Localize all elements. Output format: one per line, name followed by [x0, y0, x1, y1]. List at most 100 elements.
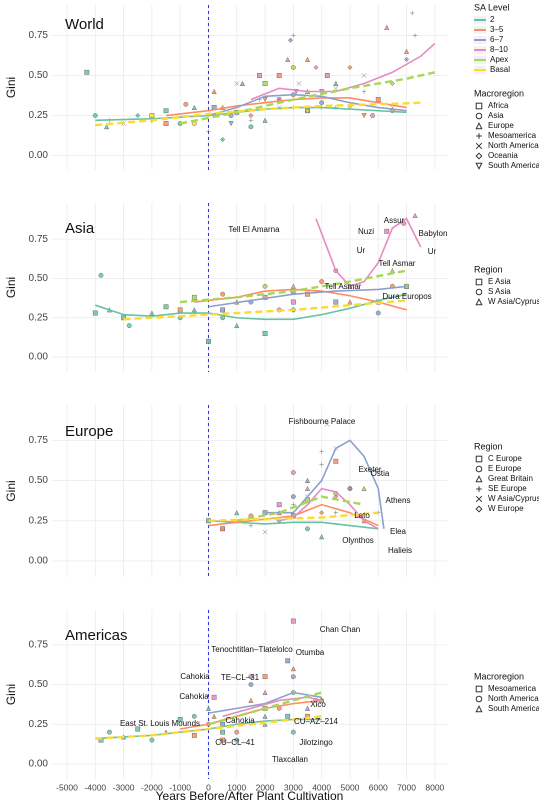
point: [206, 338, 211, 344]
legend-title: Macroregion: [474, 88, 524, 98]
annotation: Otumba: [296, 648, 325, 657]
point: [375, 310, 381, 316]
legend-label: W Asia/Cyprus: [488, 297, 539, 306]
point: [149, 310, 155, 316]
x-tick-label: 6000: [369, 782, 388, 792]
legend-key: [475, 505, 483, 513]
y-axis-label: Gini: [4, 77, 18, 98]
point: [412, 212, 418, 218]
y-tick-label: 0.00: [29, 352, 49, 363]
annotation: TE–CL–31: [221, 673, 260, 682]
legend-key: [475, 695, 483, 703]
legend-label: Mesoamerica: [488, 131, 537, 140]
annotation: Jilotzingo: [299, 738, 333, 747]
trend-line: [95, 293, 407, 321]
point: [290, 494, 296, 500]
legend-title: SA Level: [474, 2, 510, 12]
point: [234, 729, 240, 735]
annotation: Babylon: [419, 229, 448, 238]
point: [290, 674, 296, 680]
point: [262, 283, 268, 289]
point: [305, 526, 310, 532]
x-axis-label: Years Before/After Plant Cultivation: [156, 789, 344, 800]
x-tick-label: 2000: [256, 782, 275, 792]
y-tick-label: 0.25: [29, 719, 49, 730]
point: [319, 100, 325, 106]
point: [305, 291, 310, 297]
legend-label: Africa: [488, 101, 509, 110]
point: [220, 137, 226, 143]
point: [98, 272, 104, 278]
legend-key: [476, 486, 482, 492]
point: [285, 56, 291, 62]
point: [262, 331, 268, 336]
annotation: Tenochtitlan–Tlatelolco: [211, 645, 293, 654]
y-tick-label: 0.75: [29, 234, 49, 245]
trend-line: [208, 503, 379, 527]
point: [177, 717, 183, 722]
legend-key: [475, 475, 483, 483]
x-tick-label: 0: [206, 782, 211, 792]
point: [191, 104, 197, 110]
x-tick-label: -5000: [56, 782, 78, 792]
point: [234, 81, 240, 86]
point: [285, 713, 291, 719]
x-tick-label: 1000: [227, 782, 246, 792]
point: [135, 726, 141, 732]
point: [183, 101, 189, 107]
point: [324, 73, 330, 78]
point: [248, 113, 254, 119]
legend-key: [475, 122, 483, 130]
point: [361, 485, 367, 491]
annotation: Cahokia: [225, 716, 255, 725]
point: [206, 129, 211, 134]
trend-line: [222, 696, 322, 718]
x-tick-label: 4000: [312, 782, 331, 792]
point: [324, 421, 330, 427]
legend-key: [475, 455, 483, 463]
point: [319, 279, 325, 285]
point: [211, 694, 217, 700]
x-tick-label: -3000: [113, 782, 135, 792]
point: [305, 108, 310, 114]
y-tick-label: 0.25: [29, 312, 49, 323]
trend-line: [95, 715, 322, 740]
point: [228, 121, 234, 127]
panel-title: Europe: [65, 423, 113, 440]
point: [347, 64, 353, 70]
y-tick-label: 0.50: [29, 475, 49, 486]
y-axis-label: Gini: [4, 277, 18, 298]
y-tick-label: 0.25: [29, 110, 49, 121]
legend-label: Great Britain: [488, 474, 533, 483]
point: [276, 73, 282, 78]
point: [191, 713, 197, 719]
legend-label: Apex: [490, 55, 508, 64]
trend-line: [208, 93, 407, 117]
legend-key: [475, 288, 483, 296]
legend-key: [476, 133, 482, 139]
point: [220, 526, 226, 532]
trend-line: [250, 42, 436, 101]
point: [333, 458, 339, 464]
point: [313, 64, 319, 70]
point: [304, 705, 311, 711]
point: [248, 523, 254, 528]
y-tick-label: 0.00: [29, 150, 49, 161]
x-tick-label: 5000: [340, 782, 359, 792]
trend-line: [123, 299, 407, 321]
point: [319, 534, 325, 540]
point: [177, 307, 183, 313]
point: [220, 291, 226, 297]
point: [285, 658, 291, 664]
point: [126, 323, 132, 329]
point: [163, 304, 169, 310]
point: [304, 485, 311, 491]
point: [191, 732, 197, 738]
legend-label: Mesoamerica: [488, 684, 537, 693]
x-tick-label: -4000: [84, 782, 106, 792]
legend-label: W Europe: [488, 504, 524, 513]
legend-label: W Asia/Cyprus: [488, 494, 539, 503]
trend-line: [236, 495, 365, 522]
trend-line: [208, 285, 407, 308]
point: [211, 88, 217, 94]
